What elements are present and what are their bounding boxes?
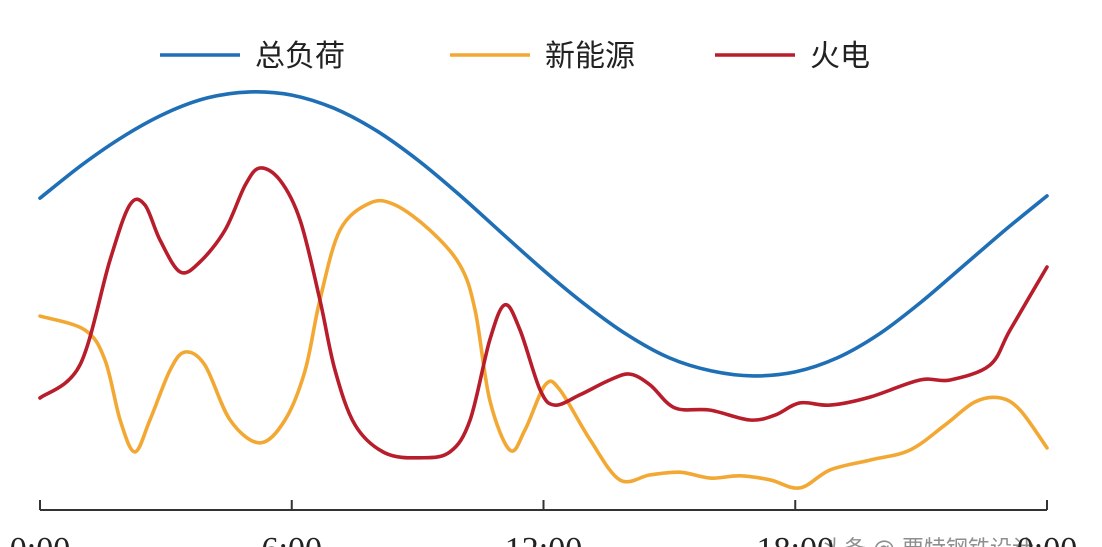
legend-label: 总负荷 [255,39,345,74]
legend: 总负荷 新能源 火电 [160,39,870,74]
x-axis: 0:00 6:00 12:00 18:00 0:00 [10,500,1077,547]
watermark: 头条 @ 要特钢铁设计 [822,537,1034,547]
legend-label: 新能源 [545,39,635,74]
x-tick-label: 12:00 [505,531,582,547]
series-line-1 [38,90,1049,378]
x-tick-label: 6:00 [262,531,322,547]
legend-label: 火电 [810,39,870,74]
x-tick-label: 0:00 [10,531,70,547]
series-line-2 [38,198,1049,490]
series-lines [38,90,1049,490]
x-tick-label: 18:00 [757,531,834,547]
x-tick-label: 0:00 [1017,531,1077,547]
series-line-3 [38,166,1049,460]
